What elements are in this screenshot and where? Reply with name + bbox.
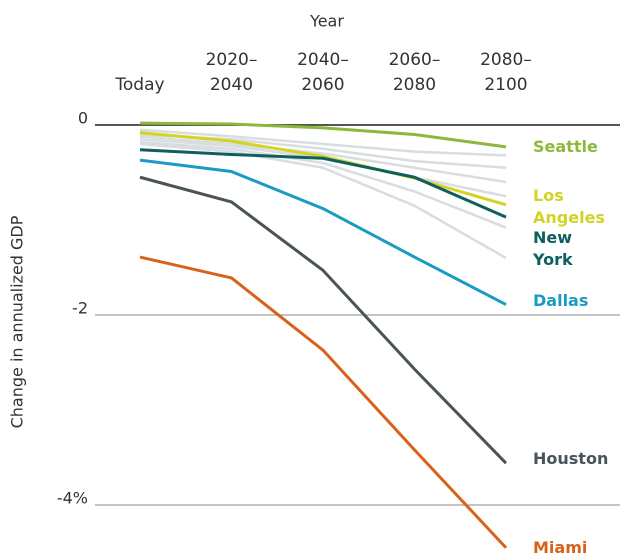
series-line bbox=[139, 255, 508, 549]
x-axis-title: Year bbox=[309, 12, 344, 31]
series-label: Los Angeles bbox=[533, 185, 605, 227]
x-tick-label: 2020–2040 bbox=[205, 50, 258, 95]
y-tick-label: -2 bbox=[72, 299, 88, 318]
series-label: Seattle bbox=[533, 136, 598, 156]
series-label: Houston bbox=[533, 449, 609, 469]
series-line bbox=[139, 131, 507, 207]
x-tick-label: 2040–2060 bbox=[297, 50, 349, 95]
x-tick-label: Today bbox=[115, 75, 165, 95]
background-line bbox=[139, 142, 507, 260]
series-line bbox=[139, 158, 507, 306]
y-axis-title: Change in annualized GDP bbox=[8, 215, 27, 428]
background-line bbox=[139, 135, 507, 184]
background-line bbox=[139, 140, 507, 229]
series-label: New York bbox=[533, 228, 573, 270]
series-line bbox=[139, 121, 507, 149]
series-label: Miami bbox=[533, 537, 588, 556]
x-tick-label: 2060–2080 bbox=[388, 50, 441, 95]
background-line bbox=[139, 128, 507, 157]
series-line bbox=[139, 175, 508, 465]
x-tick-label: 2080–2100 bbox=[480, 50, 532, 95]
series-line bbox=[139, 148, 507, 219]
y-tick-label: -4% bbox=[57, 489, 88, 508]
series-label: Dallas bbox=[533, 290, 589, 310]
y-tick-label: 0 bbox=[78, 109, 88, 128]
